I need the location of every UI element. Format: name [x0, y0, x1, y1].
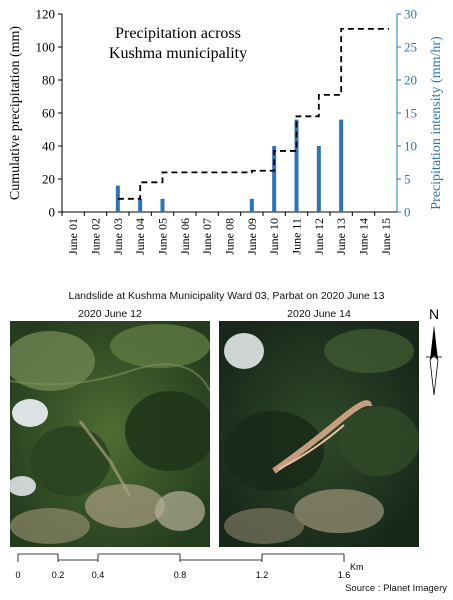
north-arrow-icon: N	[426, 306, 442, 396]
right-tick-label: 25	[404, 40, 417, 55]
scale-unit-label: Km	[350, 562, 364, 572]
intensity-bar	[316, 146, 321, 212]
chart-title: Precipitation across	[115, 25, 241, 42]
intensity-bar	[160, 198, 165, 212]
left-tick-label: 0	[49, 205, 56, 220]
intensity-bar	[294, 119, 299, 212]
x-tick-label: June 07	[200, 218, 214, 255]
x-tick-label: June 06	[178, 218, 192, 255]
cumulative-step-line	[117, 27, 389, 200]
left-tick-label: 100	[36, 40, 56, 55]
satellite-image-after	[219, 321, 419, 547]
x-tick-label: June 10	[267, 218, 281, 255]
scale-tick-label: 0.8	[174, 570, 187, 580]
right-tick-label: 30	[404, 7, 417, 22]
map-section-title: Landslide at Kushma Municipality Ward 03…	[68, 290, 385, 302]
bar-series	[115, 119, 344, 212]
x-tick-label: June 13	[334, 218, 348, 255]
scale-tick-label: 1.2	[256, 570, 269, 580]
precipitation-chart: 0 20 40 60 80 100 120 0 5 10 15 20 25 30 June 01 June 0…	[8, 7, 444, 256]
left-panel-date: 2020 June 12	[78, 308, 142, 320]
chart-labels: 0 20 40 60 80 100 120 0 5 10 15 20 25 30 June 01 June 0…	[8, 7, 444, 256]
intensity-bar	[272, 146, 277, 212]
right-tick-label: 5	[404, 172, 411, 187]
x-tick-label: June 12	[312, 218, 326, 255]
source-credit: Source : Planet Imagery	[345, 583, 447, 594]
north-label: N	[429, 306, 439, 322]
right-tick-label: 0	[404, 205, 411, 220]
left-tick-label: 20	[42, 172, 55, 187]
scale-tick-label: 0	[15, 570, 20, 580]
x-tick-label: June 11	[290, 218, 304, 255]
x-tick-label: June 01	[66, 218, 80, 255]
x-tick-label: June 15	[379, 218, 393, 255]
left-tick-label: 40	[42, 139, 55, 154]
scale-tick-label: 0.2	[52, 570, 65, 580]
right-axis-label: Precipitation intensity (mm/hr)	[429, 36, 444, 210]
cumulative-step-series	[117, 27, 389, 200]
scale-bar: 0 0.2 0.4 0.8 1.2 1.6Km	[15, 553, 364, 580]
x-tick-label: June 03	[111, 218, 125, 255]
left-tick-label: 80	[42, 73, 55, 88]
chart-title: Kushma municipality	[109, 45, 247, 62]
intensity-bar	[249, 198, 254, 212]
x-tick-label: June 14	[357, 218, 371, 255]
right-tick-label: 20	[404, 73, 417, 88]
x-tick-label: June 05	[156, 218, 170, 255]
right-panel-date: 2020 June 14	[287, 308, 351, 320]
intensity-bar	[138, 198, 143, 212]
satellite-image-before	[10, 321, 210, 547]
left-tick-label: 60	[42, 106, 55, 121]
right-tick-label: 15	[404, 106, 417, 121]
x-tick-label: June 09	[245, 218, 259, 255]
scale-tick-label: 0.4	[92, 570, 105, 580]
left-tick-label: 120	[36, 7, 56, 22]
right-tick-label: 10	[404, 139, 417, 154]
intensity-bar	[339, 119, 344, 212]
x-tick-label: June 02	[89, 218, 103, 255]
left-axis-label: Cumulative precipitation (mm)	[8, 26, 23, 201]
x-tick-label: June 08	[223, 218, 237, 255]
scale-tick-label: 1.6	[338, 570, 351, 580]
x-tick-label: June 04	[133, 218, 147, 255]
